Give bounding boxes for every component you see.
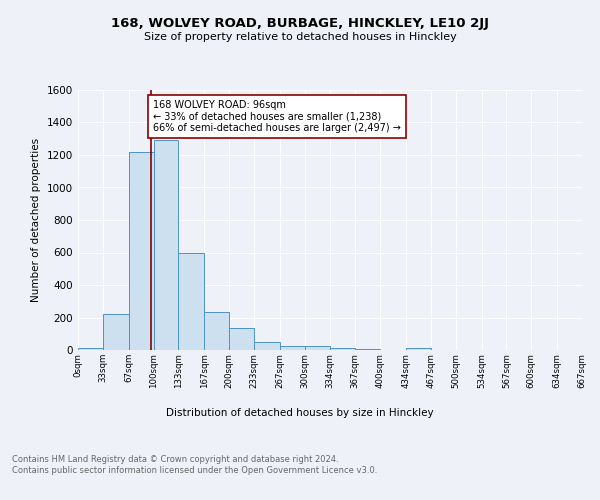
Y-axis label: Number of detached properties: Number of detached properties	[31, 138, 41, 302]
Bar	[406, 348, 431, 350]
Bar	[204, 312, 229, 350]
Text: 168, WOLVEY ROAD, BURBAGE, HINCKLEY, LE10 2JJ: 168, WOLVEY ROAD, BURBAGE, HINCKLEY, LE1…	[111, 18, 489, 30]
Bar	[128, 152, 154, 350]
Text: Distribution of detached houses by size in Hinckley: Distribution of detached houses by size …	[166, 408, 434, 418]
Bar	[103, 314, 128, 350]
Bar	[280, 346, 305, 350]
Bar	[178, 254, 204, 350]
Text: Contains HM Land Registry data © Crown copyright and database right 2024.
Contai: Contains HM Land Registry data © Crown c…	[12, 456, 377, 474]
Text: 168 WOLVEY ROAD: 96sqm
← 33% of detached houses are smaller (1,238)
66% of semi-: 168 WOLVEY ROAD: 96sqm ← 33% of detached…	[153, 100, 401, 133]
Bar	[254, 342, 280, 350]
Text: Size of property relative to detached houses in Hinckley: Size of property relative to detached ho…	[143, 32, 457, 42]
Bar	[78, 348, 103, 350]
Bar	[305, 346, 331, 350]
Bar	[154, 140, 178, 350]
Bar	[331, 348, 355, 350]
Bar	[229, 328, 254, 350]
Bar	[355, 349, 380, 350]
